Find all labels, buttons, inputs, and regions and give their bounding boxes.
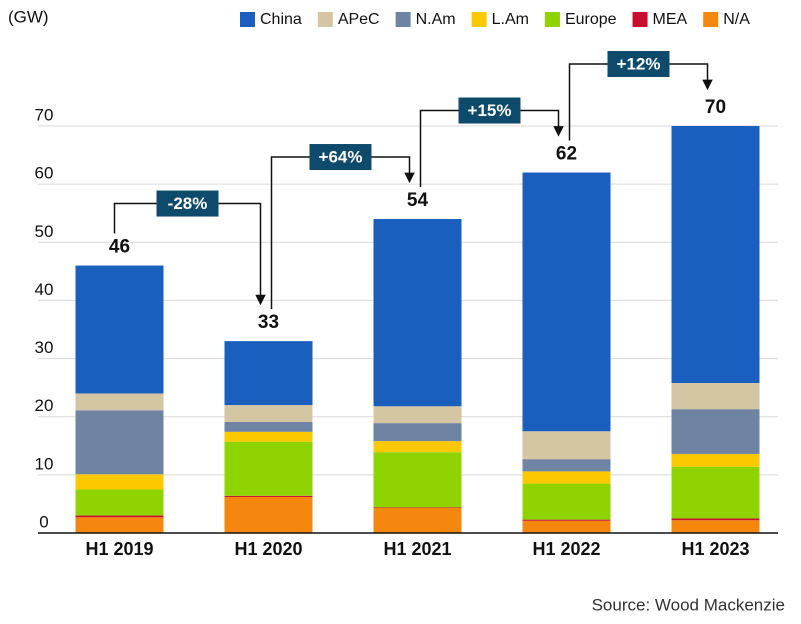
- bar-segment: [671, 466, 760, 519]
- legend-label: Europe: [565, 11, 617, 28]
- bar-segment: [373, 441, 462, 453]
- bar-segment: [75, 515, 164, 518]
- bar-segment: [224, 341, 313, 406]
- legend-swatch: [544, 12, 560, 27]
- bar-segment: [75, 517, 164, 533]
- bar-segment: [671, 453, 760, 467]
- bar-segment: [522, 172, 611, 432]
- bar-segment: [224, 496, 313, 533]
- bar-segment: [75, 410, 164, 475]
- legend-label: L.Am: [492, 11, 529, 28]
- legend-swatch: [471, 12, 487, 27]
- total-label: 46: [109, 237, 130, 258]
- bar-segment: [75, 474, 164, 490]
- legend-swatch: [395, 12, 411, 27]
- bar-segment: [373, 406, 462, 424]
- bar-segment: [671, 409, 760, 454]
- legend-label: APeC: [338, 11, 380, 28]
- bar-segment: [75, 265, 164, 394]
- growth-label: -28%: [168, 194, 208, 213]
- bar-segment: [224, 441, 313, 496]
- x-tick-label: H1 2022: [532, 539, 601, 559]
- x-tick-label: H1 2019: [85, 539, 154, 559]
- growth-label: +15%: [468, 101, 512, 120]
- bar-segment: [373, 507, 462, 533]
- y-tick-label: 0: [39, 512, 48, 531]
- legend-label: N.Am: [416, 11, 456, 28]
- bar-segment: [373, 423, 462, 442]
- y-tick-label: 50: [35, 222, 54, 241]
- source: Source: Wood Mackenzie: [592, 595, 785, 614]
- legend-swatch: [632, 12, 648, 27]
- growth-label: +12%: [617, 54, 661, 73]
- bar-segment: [224, 431, 313, 442]
- growth-label: +64%: [319, 148, 363, 167]
- growth-box: [309, 144, 372, 171]
- y-axis-label: (GW): [8, 7, 49, 26]
- bar-segment: [373, 219, 462, 407]
- legend-label: China: [260, 11, 302, 28]
- bar-segment: [522, 459, 611, 472]
- x-tick-label: H1 2020: [234, 539, 303, 559]
- legend-swatch: [240, 12, 255, 27]
- growth-box: [156, 190, 219, 217]
- bar-segment: [522, 431, 611, 460]
- y-tick-label: 30: [35, 338, 54, 357]
- bar-segment: [224, 405, 313, 422]
- total-label: 54: [407, 190, 429, 211]
- legend-label: N/A: [723, 11, 750, 28]
- bar-segment: [522, 483, 611, 520]
- legend-label: MEA: [653, 11, 688, 28]
- bar-segment: [671, 520, 760, 533]
- y-tick-label: 60: [35, 164, 54, 183]
- bar-segment: [224, 495, 313, 497]
- bar-segment: [671, 518, 760, 521]
- total-label: 70: [705, 97, 726, 118]
- total-label: 62: [556, 144, 577, 165]
- bar-segment: [373, 452, 462, 508]
- x-tick-label: H1 2021: [383, 539, 452, 559]
- bar-segment: [522, 520, 611, 533]
- y-tick-label: 20: [35, 396, 54, 415]
- legend-swatch: [703, 12, 719, 27]
- bar-segment: [224, 421, 313, 432]
- bar-segment: [671, 126, 760, 383]
- x-tick-label: H1 2023: [681, 539, 750, 559]
- bar-segment: [373, 507, 462, 508]
- total-label: 33: [258, 312, 279, 333]
- y-tick-label: 70: [35, 105, 54, 124]
- bar-segment: [522, 471, 611, 484]
- y-tick-label: 40: [35, 280, 54, 299]
- bar-segment: [75, 489, 164, 516]
- bar-segment: [75, 393, 164, 411]
- y-tick-label: 10: [35, 454, 54, 473]
- bar-segment: [671, 382, 760, 410]
- growth-box: [607, 51, 670, 77]
- growth-box: [458, 97, 521, 124]
- legend-swatch: [317, 12, 333, 27]
- bar-segment: [522, 519, 611, 521]
